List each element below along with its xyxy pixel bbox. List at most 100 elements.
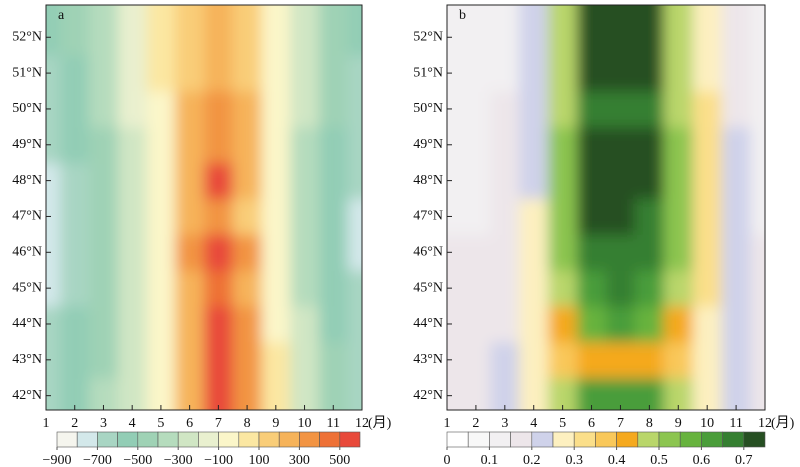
- colorbar-box: [76, 431, 98, 448]
- colorbar-box: [722, 431, 745, 448]
- y-tick-label: 49°N: [12, 137, 42, 152]
- cell: [60, 341, 90, 379]
- cell: [490, 341, 520, 379]
- cell: [548, 270, 578, 307]
- y-tick-label: 46°N: [413, 245, 443, 260]
- cell: [46, 234, 61, 271]
- cell: [447, 198, 462, 235]
- cell: [548, 5, 578, 56]
- cell: [318, 198, 349, 235]
- cell: [447, 377, 462, 410]
- cell: [261, 306, 291, 343]
- cell: [290, 55, 320, 92]
- cell: [548, 55, 578, 92]
- cell: [663, 234, 694, 271]
- cell: [347, 55, 362, 92]
- cell: [750, 377, 765, 410]
- y-tick-label: 48°N: [413, 173, 443, 188]
- colorbar-tick-label: −700: [83, 453, 112, 467]
- cell: [204, 377, 234, 410]
- panel-label: a: [58, 8, 65, 23]
- cell: [261, 126, 291, 164]
- cell: [490, 270, 520, 307]
- colorbar-box: [573, 431, 596, 448]
- cell: [577, 5, 607, 56]
- colorbar-box: [467, 431, 490, 448]
- cell: [46, 377, 61, 410]
- cell: [46, 55, 61, 92]
- colorbar-tick-label: 500: [329, 453, 350, 467]
- cell: [89, 377, 119, 410]
- cell: [60, 126, 90, 164]
- cell: [634, 270, 665, 307]
- colorbar-box: [552, 431, 575, 448]
- cell: [606, 126, 636, 164]
- cell: [548, 126, 578, 164]
- colorbar-box: [137, 431, 159, 448]
- cell: [606, 198, 636, 235]
- colorbar-box: [489, 431, 511, 448]
- cell: [519, 306, 549, 343]
- cell: [232, 234, 262, 271]
- colorbar-box: [218, 431, 240, 448]
- cell: [290, 306, 320, 343]
- cell: [663, 91, 694, 128]
- cell: [447, 306, 462, 343]
- cell: [490, 234, 520, 271]
- cell: [447, 341, 462, 379]
- panel: a1 2 3 4 5 6 7 8 9 10 11 12 (月)42°N43°N44°N45°N46°N4…: [12, 4, 392, 467]
- y-tick-label: 43°N: [12, 352, 42, 367]
- y-tick-label: 47°N: [12, 209, 42, 224]
- cell: [692, 91, 723, 128]
- cell: [721, 126, 752, 164]
- y-tick-label: 51°N: [12, 65, 42, 80]
- cell: [447, 162, 462, 200]
- colorbar-box: [258, 431, 280, 448]
- cell: [232, 198, 262, 235]
- cell: [548, 306, 578, 343]
- cell: [461, 55, 491, 92]
- colorbar-tick-label: 0.7: [735, 453, 753, 467]
- cell: [750, 270, 765, 307]
- cell: [347, 377, 362, 410]
- cell: [146, 341, 176, 379]
- colorbar-box: [278, 431, 300, 448]
- cell: [89, 162, 119, 200]
- cell: [318, 306, 349, 343]
- colorbar-box: [157, 431, 179, 448]
- cell: [175, 126, 205, 164]
- cell: [577, 341, 607, 379]
- x-tick-label: 12: [758, 416, 772, 431]
- cell: [519, 126, 549, 164]
- colorbar-tick-label: 0.6: [693, 453, 711, 467]
- colorbar-tick-label: 0.4: [608, 453, 626, 467]
- cell: [750, 5, 765, 56]
- x-tick-label: 1: [444, 416, 451, 431]
- colorbar-box: [679, 431, 702, 448]
- cell: [461, 91, 491, 128]
- cell: [117, 5, 148, 56]
- colorbar: −900 −700 −500 −300 −100 100 300 500: [43, 431, 361, 467]
- cell: [232, 55, 262, 92]
- cell: [146, 5, 176, 56]
- colorbar-box: [299, 431, 320, 448]
- cell: [347, 198, 362, 235]
- colorbar-tick-label: 0.5: [650, 453, 668, 467]
- x-tick-label: 7: [215, 416, 222, 431]
- colorbar-box: [446, 431, 469, 448]
- cell: [606, 55, 636, 92]
- cell: [447, 91, 462, 128]
- cell: [606, 234, 636, 271]
- x-tick-label: 4: [530, 416, 537, 431]
- cell: [232, 341, 262, 379]
- cell: [606, 341, 636, 379]
- cell: [204, 341, 234, 379]
- cell: [89, 306, 119, 343]
- cell: [347, 341, 362, 379]
- x-axis-unit: (月): [368, 415, 392, 431]
- cell: [89, 55, 119, 92]
- field: [46, 5, 362, 410]
- cell: [46, 270, 61, 307]
- cell: [232, 306, 262, 343]
- colorbar: 0 0.1 0.2 0.3 0.4 0.5 0.6 0.7: [444, 431, 766, 467]
